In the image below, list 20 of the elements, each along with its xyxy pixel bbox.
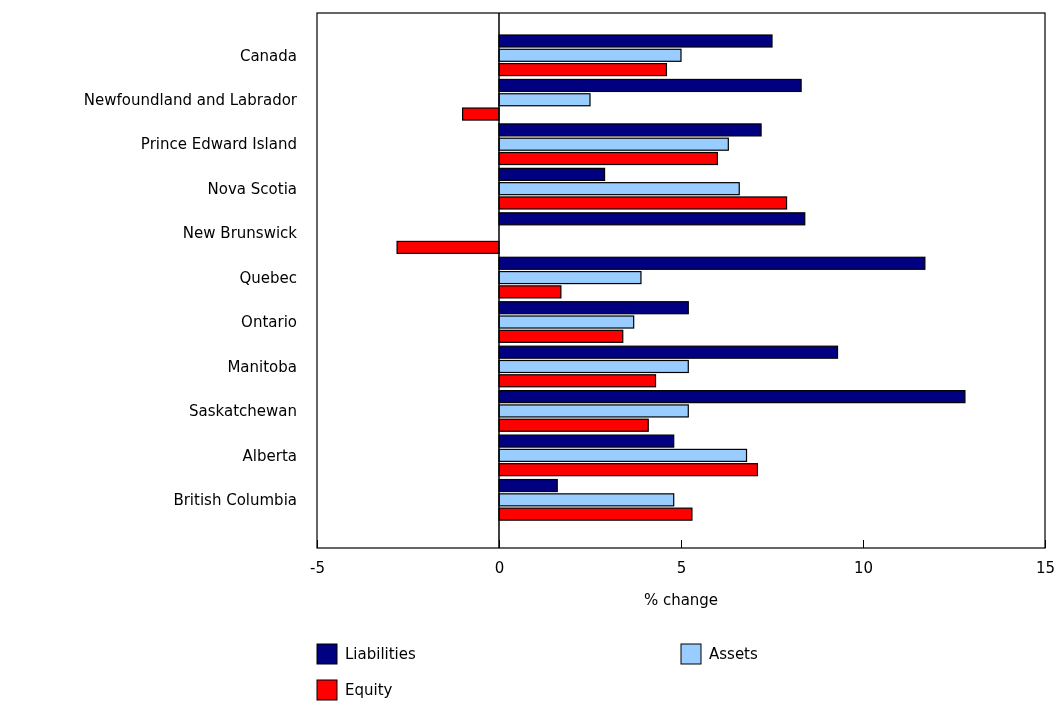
x-tick-label: -5 <box>310 558 325 577</box>
legend-label: Equity <box>345 681 393 700</box>
y-tick-label: Canada <box>239 46 297 65</box>
y-tick-label: Quebec <box>239 268 297 287</box>
legend-label: Assets <box>709 645 758 664</box>
x-tick-label: 5 <box>676 558 687 577</box>
y-tick-label: Saskatchewan <box>189 402 297 421</box>
y-tick-label: New Brunswick <box>182 224 298 243</box>
y-tick-label: Prince Edward Island <box>140 135 297 154</box>
y-tick-label: Manitoba <box>227 357 297 376</box>
y-tick-label: Alberta <box>242 446 297 465</box>
y-tick-label: Nova Scotia <box>207 179 297 198</box>
legend-label: Liabilities <box>345 645 417 664</box>
x-tick-label: 15 <box>1035 558 1056 577</box>
y-tick-label: British Columbia <box>173 491 297 510</box>
y-tick-label: Newfoundland and Labrador <box>83 91 298 109</box>
x-tick-label: 0 <box>494 558 505 577</box>
x-axis-title: % change <box>643 591 719 609</box>
x-tick-label: 10 <box>853 558 874 577</box>
y-tick-label: Ontario <box>241 313 297 332</box>
